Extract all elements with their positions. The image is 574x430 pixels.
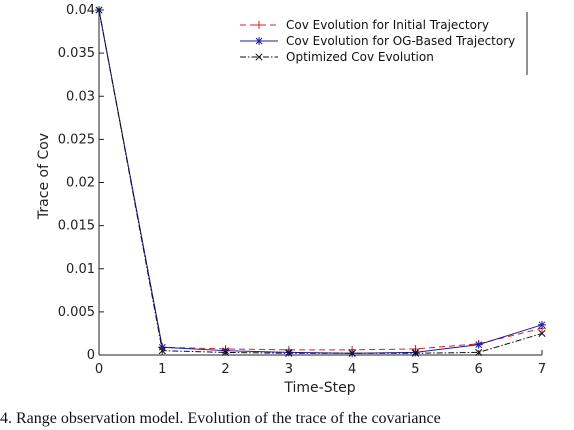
y-tick-label: 0.01	[66, 262, 95, 277]
data-point	[538, 320, 546, 329]
data-point	[474, 340, 483, 349]
y-tick-label: 0.025	[58, 132, 95, 147]
chart: 0 0.005 0.01 0.015 0.02 0.025 0.03 0.035 0.04 0 1…	[36, 3, 546, 396]
legend: Cov Evolution for Initial Trajectory Cov …	[240, 12, 528, 75]
data-point	[284, 348, 293, 357]
data-point	[221, 346, 230, 355]
y-tick-label: 0.015	[58, 219, 95, 234]
legend-entry: Optimized Cov Evolution	[240, 50, 434, 64]
series-line	[98, 9, 543, 354]
x-tick-label: 5	[411, 362, 419, 377]
y-tick-label: 0.02	[66, 176, 95, 191]
x-tick-label: 1	[158, 362, 166, 377]
legend-label: Cov Evolution for OG-Based Trajectory	[286, 34, 515, 48]
legend-entry: Cov Evolution for Initial Trajectory	[240, 18, 489, 32]
legend-label: Optimized Cov Evolution	[286, 50, 434, 64]
figure-caption: 4. Range observation model. Evolution of…	[0, 410, 441, 427]
x-axis-ticks: 0 1 2 3 4 5 6 7	[95, 350, 546, 377]
data-point	[95, 6, 103, 14]
data-point	[222, 348, 230, 356]
x-tick-label: 4	[348, 362, 356, 377]
data-point	[285, 349, 293, 357]
y-tick-label: 0	[87, 348, 95, 363]
series-layer	[95, 6, 546, 358]
series-line	[98, 9, 543, 354]
x-axis-label: Time-Step	[283, 380, 355, 396]
y-tick-label: 0.005	[58, 305, 95, 320]
data-point	[475, 348, 483, 356]
series-3	[95, 6, 546, 357]
x-tick-label: 6	[475, 362, 483, 377]
data-point	[158, 347, 166, 355]
y-axis-ticks: 0 0.005 0.01 0.015 0.02 0.025 0.03 0.035 0.04	[58, 3, 104, 363]
data-point	[538, 329, 546, 337]
legend-marker	[255, 21, 263, 29]
legend-marker	[255, 53, 263, 61]
legend-label: Cov Evolution for Initial Trajectory	[286, 18, 489, 32]
y-tick-label: 0.04	[66, 3, 95, 18]
data-point	[348, 349, 356, 357]
y-tick-label: 0.03	[66, 89, 95, 104]
y-tick-label: 0.035	[58, 46, 95, 61]
x-tick-label: 7	[538, 362, 546, 377]
y-axis-label: Trace of Cov	[36, 133, 52, 220]
data-point	[411, 349, 419, 357]
x-tick-label: 3	[285, 362, 293, 377]
data-point	[411, 348, 420, 357]
legend-marker	[255, 37, 263, 45]
x-tick-label: 0	[95, 362, 103, 377]
x-tick-label: 2	[221, 362, 229, 377]
legend-entry: Cov Evolution for OG-Based Trajectory	[240, 34, 515, 48]
